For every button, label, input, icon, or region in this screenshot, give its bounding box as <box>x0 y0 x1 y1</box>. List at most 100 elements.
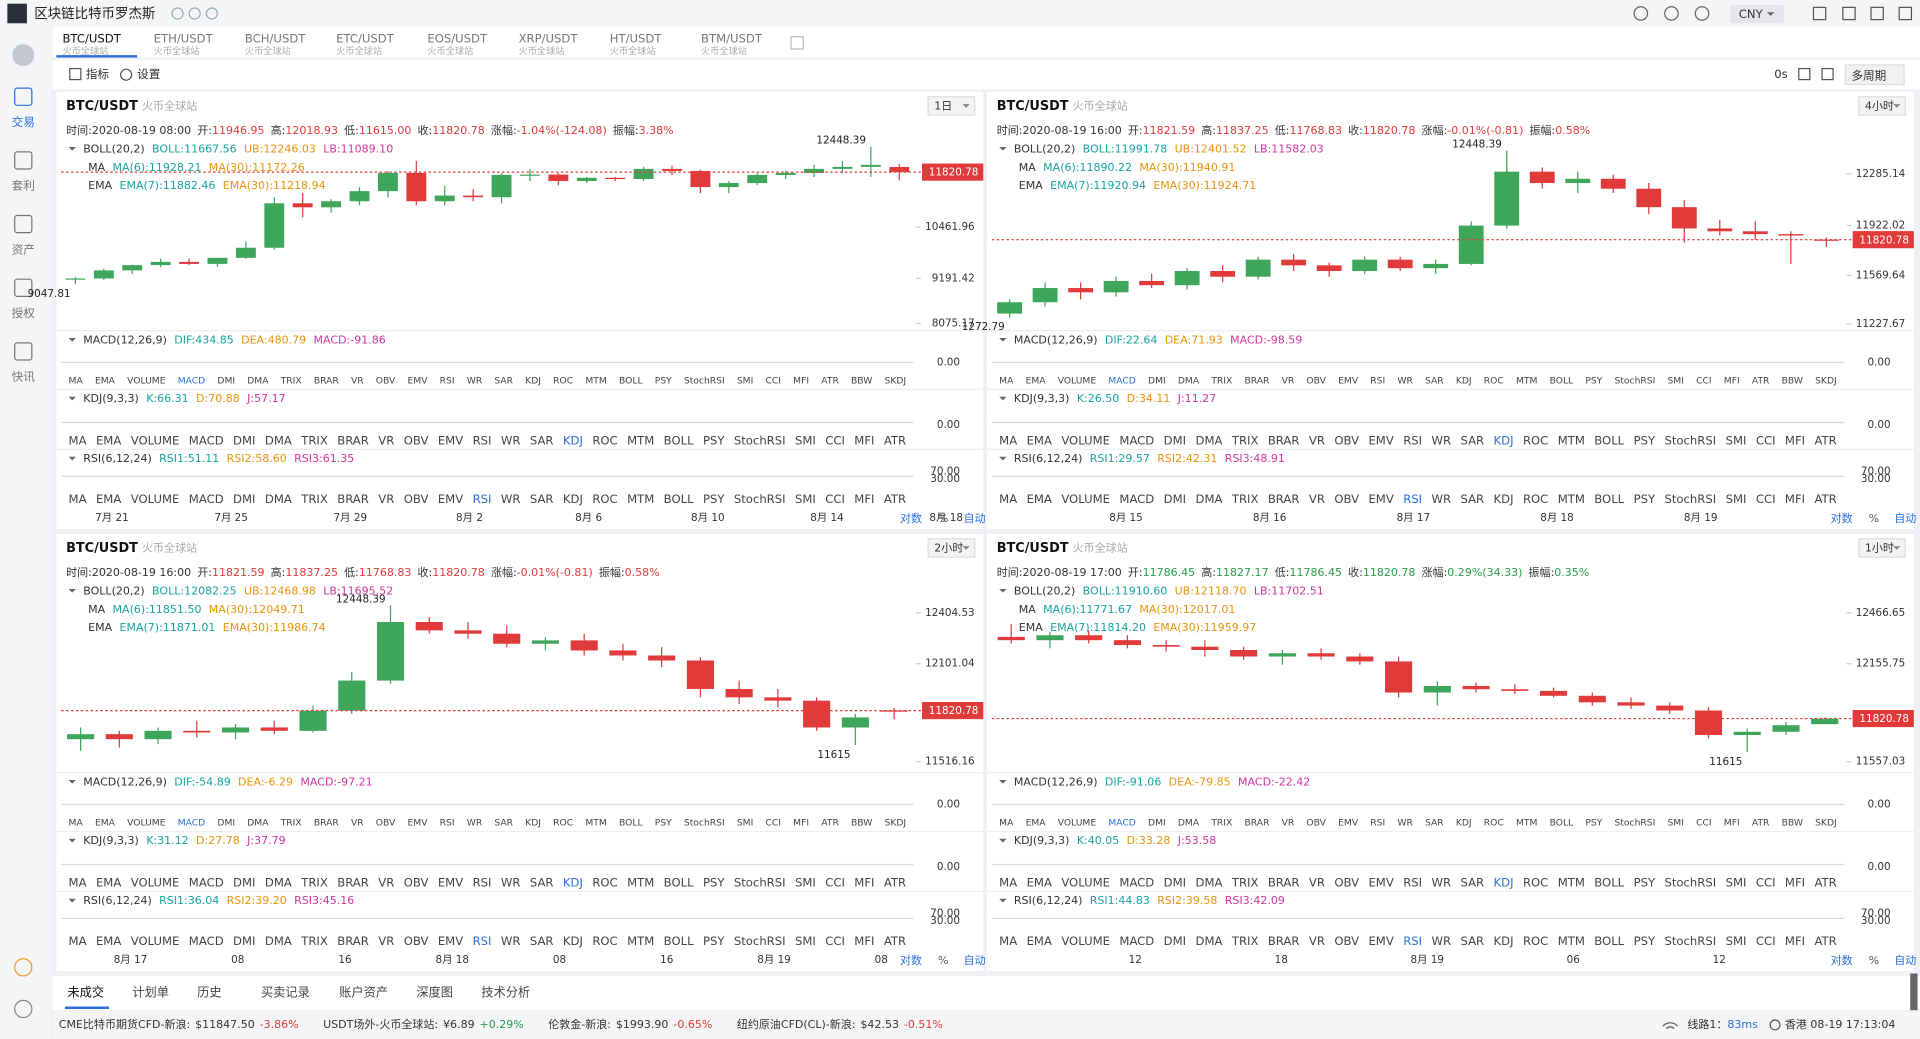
indicator-tab[interactable]: MACD <box>1119 934 1154 948</box>
indicator-tab[interactable]: CCI <box>825 875 845 889</box>
indicator-tab[interactable]: SAR <box>494 375 513 386</box>
indicator-tab[interactable]: PSY <box>703 433 725 447</box>
bottom-tab[interactable]: 计划单 <box>132 986 169 1000</box>
title-icon[interactable] <box>188 7 201 20</box>
indicator-tab[interactable]: VOLUME <box>1058 817 1097 828</box>
indicator-tab[interactable]: WR <box>1431 934 1451 948</box>
indicator-tab[interactable]: EMA <box>1027 433 1052 447</box>
indicator-tab[interactable]: MTM <box>1516 375 1538 386</box>
indicator-tab[interactable]: MA <box>69 817 84 828</box>
indicator-tab[interactable]: OBV <box>404 875 429 889</box>
period-select[interactable] <box>1858 96 1906 116</box>
indicator-tab[interactable]: PSY <box>1585 817 1602 828</box>
indicator-tab[interactable]: RSI <box>473 875 492 889</box>
settings-icon[interactable] <box>14 999 33 1019</box>
indicator-tab[interactable]: RSI <box>473 433 492 447</box>
indicator-tab[interactable]: MTM <box>627 492 654 506</box>
indicator-tab[interactable]: DMA <box>247 375 269 386</box>
indicator-tab[interactable]: ATR <box>884 433 906 447</box>
indicator-tab[interactable]: OBV <box>404 934 429 948</box>
indicator-tab[interactable]: VR <box>1282 375 1295 386</box>
indicator-tab[interactable]: SMI <box>1726 875 1747 889</box>
indicator-tab[interactable]: MFI <box>854 433 874 447</box>
indicator-tab[interactable]: TRIX <box>1210 817 1232 828</box>
indicator-tab[interactable]: EMA <box>95 375 116 386</box>
indicator-tab[interactable]: BRAR <box>1268 433 1300 447</box>
indicator-tab[interactable]: BRAR <box>337 875 369 889</box>
indicator-tab[interactable]: CCI <box>1756 934 1776 948</box>
indicator-tab[interactable]: MACD <box>1119 875 1154 889</box>
indicator-tab[interactable]: OBV <box>1334 875 1359 889</box>
indicator-tab[interactable]: VOLUME <box>1061 433 1110 447</box>
indicator-tab[interactable]: KDJ <box>1456 375 1472 386</box>
indicator-tab[interactable]: ATR <box>1815 875 1837 889</box>
scale-control[interactable]: % <box>938 512 948 525</box>
indicator-tab[interactable]: BOLL <box>619 817 643 828</box>
indicator-tab[interactable]: TRIX <box>1210 375 1232 386</box>
indicator-tab[interactable]: RSI <box>1403 492 1422 506</box>
indicator-tab[interactable]: DMI <box>1164 433 1186 447</box>
indicator-tab[interactable]: BRAR <box>1268 875 1300 889</box>
sidebar-label[interactable]: 资产 <box>12 242 35 256</box>
scale-control[interactable]: 自动 <box>964 954 986 967</box>
indicator-tab[interactable]: DMI <box>1164 934 1186 948</box>
indicator-tab[interactable]: BRAR <box>337 934 369 948</box>
indicator-tab[interactable]: EMV <box>438 433 463 447</box>
indicator-tab[interactable]: MTM <box>627 934 654 948</box>
indicator-tab[interactable]: MA <box>999 433 1017 447</box>
indicator-tab[interactable]: KDJ <box>563 492 583 506</box>
indicator-button[interactable]: 指标 <box>86 67 110 81</box>
indicator-tab[interactable]: EMV <box>1368 875 1393 889</box>
indicator-tab[interactable]: ATR <box>884 492 906 506</box>
indicator-tab[interactable]: ROC <box>592 934 617 948</box>
indicator-tab[interactable]: EMV <box>438 492 463 506</box>
scale-control[interactable]: 自动 <box>1894 954 1916 967</box>
indicator-tab[interactable]: BRAR <box>337 492 369 506</box>
tab-pair[interactable]: ETC/USDT <box>336 32 395 46</box>
indicator-tab[interactable]: SMI <box>795 934 816 948</box>
period-select[interactable] <box>927 96 976 116</box>
indicator-tab[interactable]: BRAR <box>1268 492 1300 506</box>
indicator-tab[interactable]: SMI <box>1726 934 1747 948</box>
indicator-tab[interactable]: EMV <box>408 375 429 386</box>
indicator-tab[interactable]: TRIX <box>280 375 302 386</box>
indicator-tab[interactable]: SMI <box>795 492 816 506</box>
indicator-tab[interactable]: VR <box>1309 934 1325 948</box>
indicator-tab[interactable]: EMA <box>96 875 121 889</box>
indicator-tab[interactable]: MA <box>999 375 1014 386</box>
indicator-tab[interactable]: MFI <box>1724 375 1740 386</box>
indicator-tab[interactable]: MFI <box>854 934 874 948</box>
indicator-tab[interactable]: MACD <box>1119 433 1154 447</box>
indicator-tab[interactable]: MACD <box>189 492 224 506</box>
indicator-tab[interactable]: TRIX <box>300 875 328 889</box>
indicator-tab[interactable]: BOLL <box>664 492 694 506</box>
indicator-tab[interactable]: EMA <box>1027 934 1052 948</box>
indicator-tab[interactable]: TRIX <box>280 817 302 828</box>
indicator-tab[interactable]: SAR <box>1460 934 1484 948</box>
indicator-tab[interactable]: VOLUME <box>131 433 180 447</box>
indicator-tab[interactable]: BOLL <box>1594 934 1624 948</box>
indicator-tab[interactable]: MA <box>999 817 1014 828</box>
indicator-tab[interactable]: WR <box>501 433 521 447</box>
indicator-tab[interactable]: KDJ <box>525 817 541 828</box>
tab-exchange[interactable]: 火币全球站 <box>154 45 200 57</box>
tab-pair[interactable]: HT/USDT <box>610 32 663 46</box>
indicator-tab[interactable]: DMI <box>1148 817 1166 828</box>
indicator-tab[interactable]: ATR <box>1815 492 1837 506</box>
indicator-tab[interactable]: MA <box>999 492 1017 506</box>
indicator-tab[interactable]: BOLL <box>1594 433 1624 447</box>
indicator-tab[interactable]: BOLL <box>1550 375 1574 386</box>
indicator-tab[interactable]: OBV <box>1334 492 1359 506</box>
indicator-tab[interactable]: VR <box>378 492 394 506</box>
indicator-tab[interactable]: SMI <box>1667 375 1683 386</box>
indicator-tab[interactable]: KDJ <box>563 934 583 948</box>
indicator-tab[interactable]: VR <box>1282 817 1295 828</box>
indicator-tab[interactable]: RSI <box>1403 433 1422 447</box>
indicator-tab[interactable]: EMV <box>1368 433 1393 447</box>
indicator-tab[interactable]: DMA <box>265 875 292 889</box>
settings-button[interactable]: 设置 <box>137 67 160 81</box>
indicator-tab[interactable]: SMI <box>737 817 753 828</box>
indicator-tab[interactable]: MFI <box>1785 934 1805 948</box>
indicator-tab[interactable]: EMA <box>1026 375 1047 386</box>
indicator-tab[interactable]: RSI <box>1403 934 1422 948</box>
